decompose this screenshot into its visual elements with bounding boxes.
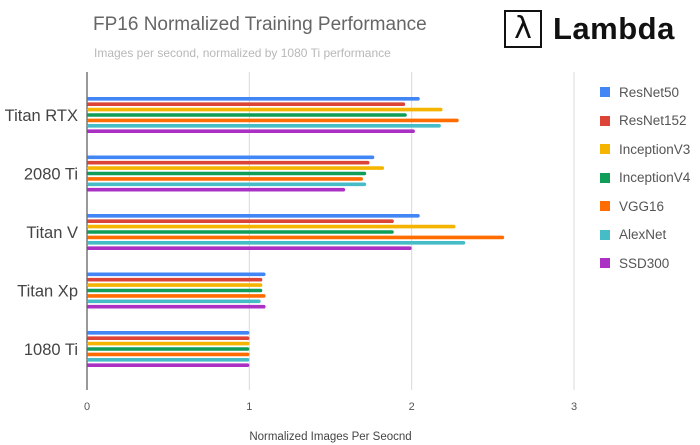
legend-label: SSD300 xyxy=(619,255,670,271)
lambda-logo-text: Lambda xyxy=(553,11,675,46)
bar-inceptionv4-titan-xp xyxy=(87,288,263,293)
legend-label: ResNet152 xyxy=(619,113,687,129)
lambda-logo: λ Lambda xyxy=(504,9,675,49)
legend-item: ResNet50 xyxy=(600,78,690,107)
chart-legend: ResNet50 ResNet152 InceptionV3 InceptionV4 V… xyxy=(600,78,690,278)
bar-resnet152-1080-ti xyxy=(87,336,250,340)
bar-vgg16-titan-rtx xyxy=(87,118,459,123)
bar-inceptionv3-1080-ti xyxy=(87,341,250,346)
bar-resnet152-2080-ti xyxy=(87,160,370,165)
bar-alexnet-1080-ti xyxy=(87,358,250,362)
bar-resnet50-titan-v xyxy=(87,214,420,218)
bar-vgg16-titan-v xyxy=(87,235,505,240)
bar-ssd300-titan-xp xyxy=(87,304,266,309)
bar-resnet50-titan-xp xyxy=(87,272,266,277)
bar-ssd300-titan-v xyxy=(87,246,412,250)
bar-resnet50-1080-ti xyxy=(87,331,250,335)
chart-title: FP16 Normalized Training Performance xyxy=(93,14,427,35)
bar-ssd300-titan-rtx xyxy=(87,129,415,133)
bar-inceptionv4-2080-ti xyxy=(87,171,367,176)
bar-vgg16-1080-ti xyxy=(87,352,250,357)
category-label: 1080 Ti xyxy=(24,341,78,359)
bar-resnet152-titan-v xyxy=(87,219,394,223)
legend-label: AlexNet xyxy=(619,227,667,243)
legend-swatch xyxy=(600,115,610,126)
bar-alexnet-titan-rtx xyxy=(87,124,441,128)
bar-ssd300-2080-ti xyxy=(87,187,346,192)
legend-item: AlexNet xyxy=(600,221,690,250)
bar-inceptionv3-titan-rtx xyxy=(87,107,443,112)
legend-swatch xyxy=(600,172,610,183)
legend-label: VGG16 xyxy=(619,198,665,214)
bar-resnet50-2080-ti xyxy=(87,155,375,160)
bar-alexnet-titan-xp xyxy=(87,299,261,304)
x-tick-label: 3 xyxy=(571,401,577,413)
legend-item: VGG16 xyxy=(600,192,690,221)
category-label: Titan Xp xyxy=(17,283,78,301)
category-label: 2080 Ti xyxy=(24,166,78,184)
x-axis-label: Normalized Images Per Seocnd xyxy=(249,431,411,443)
bar-inceptionv4-1080-ti xyxy=(87,347,250,351)
legend-swatch xyxy=(600,229,610,240)
bar-inceptionv4-titan-rtx xyxy=(87,113,407,117)
bar-alexnet-titan-v xyxy=(87,241,466,245)
legend-swatch xyxy=(600,144,610,155)
x-tick-label: 2 xyxy=(409,401,415,413)
legend-swatch xyxy=(600,87,610,98)
chart-subtitle: Images per second, normalized by 1080 Ti… xyxy=(94,46,391,60)
bar-inceptionv3-2080-ti xyxy=(87,166,385,170)
bar-vgg16-titan-xp xyxy=(87,294,266,298)
legend-item: InceptionV3 xyxy=(600,135,690,164)
legend-label: InceptionV4 xyxy=(619,170,691,186)
bar-inceptionv4-titan-v xyxy=(87,230,394,234)
bar-vgg16-2080-ti xyxy=(87,177,363,181)
bar-resnet152-titan-rtx xyxy=(87,102,406,106)
bar-alexnet-2080-ti xyxy=(87,182,367,187)
legend-item: SSD300 xyxy=(600,249,690,278)
bar-inceptionv3-titan-xp xyxy=(87,283,263,287)
x-tick-label: 0 xyxy=(84,401,90,413)
category-label: Titan V xyxy=(26,224,78,242)
legend-label: InceptionV3 xyxy=(619,141,691,157)
legend-item: ResNet152 xyxy=(600,107,690,136)
legend-swatch xyxy=(600,201,610,212)
lambda-logo-icon: λ xyxy=(504,10,542,48)
bar-resnet152-titan-xp xyxy=(87,277,263,282)
bar-resnet50-titan-rtx xyxy=(87,97,420,101)
x-tick-label: 1 xyxy=(246,401,252,413)
bar-ssd300-1080-ti xyxy=(87,363,250,367)
legend-label: ResNet50 xyxy=(619,84,680,100)
bar-inceptionv3-titan-v xyxy=(87,224,456,229)
legend-swatch xyxy=(600,258,610,269)
legend-item: InceptionV4 xyxy=(600,164,690,193)
category-label: Titan RTX xyxy=(5,107,78,125)
